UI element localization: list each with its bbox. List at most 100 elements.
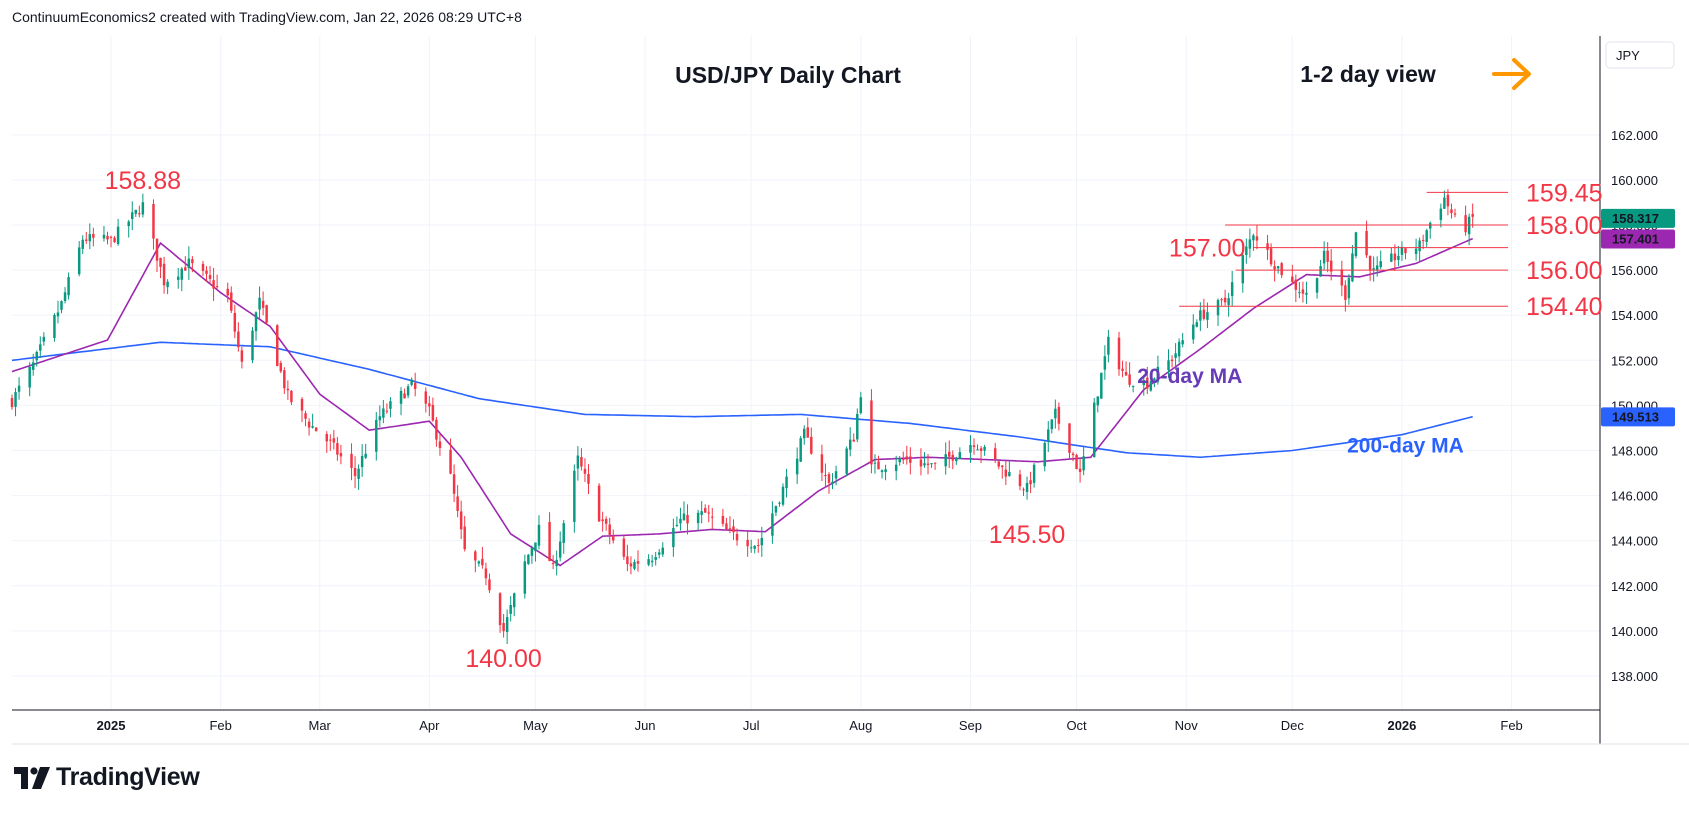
candle-body (191, 259, 194, 264)
candle-body (265, 305, 268, 323)
x-tick-label: Sep (959, 718, 982, 733)
candle-body (1001, 465, 1004, 468)
y-tick-label: 154.000 (1611, 308, 1658, 323)
candle-body (806, 427, 810, 438)
candle-body (979, 448, 983, 452)
candle-body (757, 545, 760, 547)
candle-body (1393, 253, 1397, 261)
candle-body (488, 579, 491, 591)
y-tick-label: 160.000 (1611, 173, 1658, 188)
ma200-price-badge-bg (1601, 407, 1675, 427)
candle-body (795, 458, 799, 475)
candle-body (254, 312, 258, 332)
candle-body (230, 292, 233, 311)
candle-body (633, 562, 636, 569)
ma200-line (11, 341, 1473, 459)
candle-body (17, 385, 21, 392)
candle-body (102, 234, 106, 239)
candle-body (845, 448, 848, 474)
candle-body (746, 539, 749, 547)
candle-body (67, 277, 70, 296)
y-tick-label: 162.000 (1611, 128, 1658, 143)
candle-body (205, 270, 208, 274)
candle-body (894, 464, 898, 471)
y-tick-label: 138.000 (1611, 669, 1658, 684)
candle-body (728, 528, 732, 530)
candle-body (1206, 312, 1209, 320)
candle-body (339, 453, 343, 457)
candle-body (424, 391, 428, 404)
candle-body (573, 470, 576, 522)
candle-body (42, 336, 46, 342)
x-tick-label: Apr (419, 718, 440, 733)
candle-body (753, 545, 756, 549)
candle-body (474, 551, 477, 561)
candle-body (930, 463, 933, 465)
candle-body (657, 552, 661, 555)
candle-body (774, 506, 778, 513)
level-label: 158.00 (1526, 212, 1602, 240)
candle-body (279, 363, 283, 372)
candle-body (1379, 261, 1382, 268)
candle-body (116, 226, 120, 244)
candle-body (1230, 282, 1234, 296)
candle-body (654, 557, 657, 560)
candle-body (551, 563, 555, 565)
candle-body (28, 366, 31, 388)
candle-body (1322, 250, 1326, 264)
candle-body (56, 312, 60, 317)
candle-body (184, 267, 187, 271)
candle-body (1004, 469, 1008, 477)
candle-body (1223, 297, 1227, 303)
candle-body (1128, 374, 1131, 385)
candle-body (481, 558, 484, 566)
candle-body (771, 513, 774, 536)
currency-badge[interactable]: JPY (1605, 41, 1675, 69)
candle-body (760, 537, 764, 546)
candle-body (696, 512, 700, 524)
candle-body (459, 511, 463, 530)
candle-body (1276, 266, 1280, 269)
candle-body (877, 461, 880, 470)
tradingview-logo[interactable]: TradingView (14, 763, 200, 792)
candle-body (1096, 396, 1100, 406)
candle-body (993, 448, 997, 460)
chart-frame (11, 36, 1600, 744)
candle-body (700, 511, 703, 515)
candle-body (749, 547, 753, 549)
x-tick-label: May (523, 718, 548, 733)
candle-body (548, 522, 551, 562)
candle-body (1372, 268, 1375, 270)
candle-body (237, 331, 240, 348)
candle-body (1146, 377, 1149, 389)
candle-body (976, 449, 979, 451)
candle-body (1269, 248, 1273, 265)
last-price-badge: 158.317 (1612, 211, 1659, 226)
candle-body (283, 370, 286, 389)
candle-body (300, 398, 304, 411)
candle-body (60, 301, 63, 310)
candle-body (1124, 372, 1128, 376)
tradingview-logo-icon (14, 766, 50, 789)
candle-body (403, 393, 406, 399)
candle-body (63, 292, 67, 302)
ma-label: 200-day MA (1347, 435, 1464, 458)
candle-body (1202, 309, 1206, 319)
candle-body (735, 533, 739, 541)
candle-body (555, 559, 558, 567)
candle-body (88, 234, 92, 242)
candle-body (732, 526, 735, 533)
candle-body (226, 288, 229, 296)
candle-body (583, 468, 587, 474)
candle-body (527, 554, 530, 564)
candle-body (155, 238, 159, 261)
candle-body (1446, 194, 1450, 207)
candle-body (1054, 408, 1057, 419)
candle-body (276, 325, 279, 367)
candle-body (703, 508, 707, 513)
candle-body (537, 524, 541, 546)
candle-body (523, 561, 527, 594)
candle-body (601, 519, 604, 522)
candle-body (1093, 402, 1096, 458)
